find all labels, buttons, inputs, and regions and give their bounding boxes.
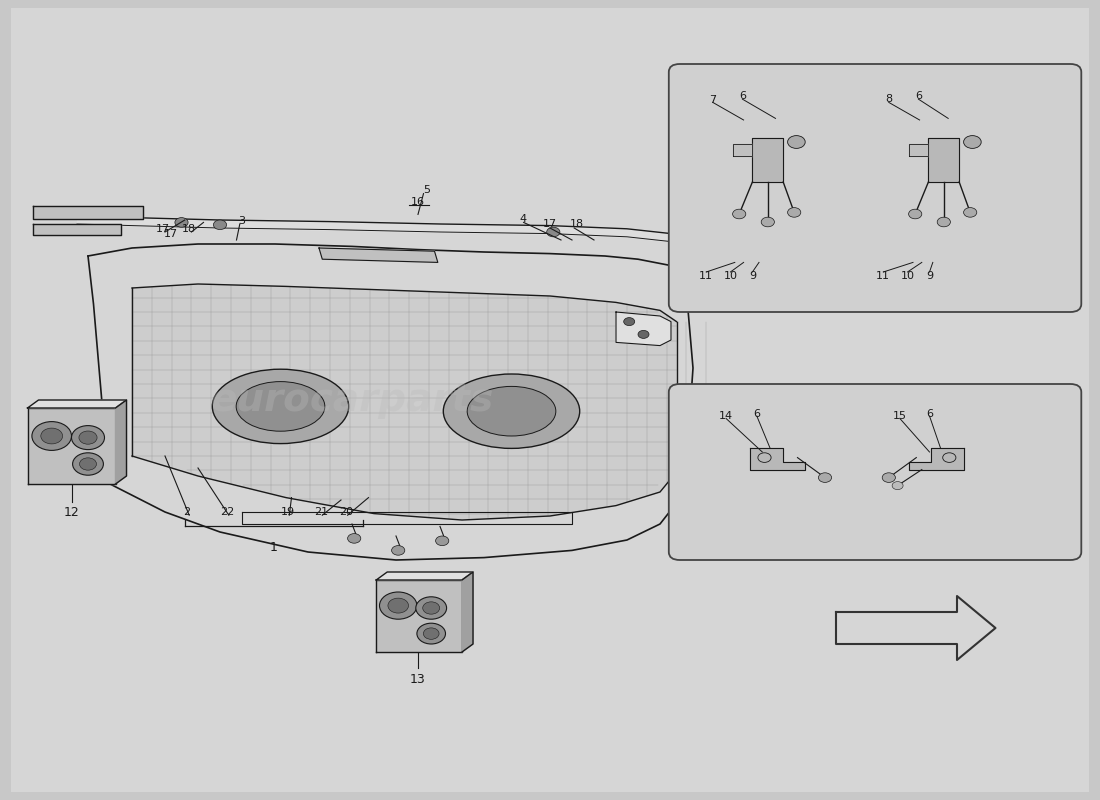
Polygon shape — [28, 400, 126, 408]
Polygon shape — [33, 206, 143, 219]
Circle shape — [379, 592, 417, 619]
Circle shape — [818, 473, 832, 482]
Polygon shape — [132, 284, 676, 520]
Polygon shape — [319, 248, 438, 262]
Polygon shape — [116, 400, 127, 484]
Circle shape — [761, 218, 774, 227]
Polygon shape — [33, 224, 121, 235]
Circle shape — [175, 218, 188, 227]
Polygon shape — [750, 448, 805, 470]
Circle shape — [417, 623, 446, 644]
Polygon shape — [909, 448, 964, 470]
Text: 7: 7 — [710, 95, 716, 105]
Circle shape — [422, 602, 440, 614]
Circle shape — [733, 210, 746, 218]
Polygon shape — [733, 144, 752, 156]
Polygon shape — [616, 312, 671, 346]
Text: 10: 10 — [724, 271, 737, 281]
Circle shape — [909, 210, 922, 218]
Text: 6: 6 — [915, 91, 922, 101]
Text: 14: 14 — [719, 411, 733, 421]
Text: 17: 17 — [164, 230, 177, 239]
Circle shape — [882, 473, 895, 482]
Text: 9: 9 — [749, 271, 756, 281]
Text: eurocarparts: eurocarparts — [210, 381, 494, 419]
Text: 6: 6 — [739, 91, 746, 101]
Circle shape — [964, 207, 977, 217]
Text: 2: 2 — [184, 507, 190, 517]
Polygon shape — [376, 572, 473, 580]
Text: 6: 6 — [926, 409, 933, 418]
Polygon shape — [836, 596, 996, 660]
Circle shape — [788, 207, 801, 217]
Text: 12: 12 — [64, 506, 79, 519]
FancyBboxPatch shape — [669, 384, 1081, 560]
Polygon shape — [909, 144, 928, 156]
Circle shape — [964, 135, 981, 149]
Text: 11: 11 — [700, 271, 713, 281]
Ellipse shape — [443, 374, 580, 448]
Circle shape — [41, 428, 63, 444]
Polygon shape — [376, 580, 462, 652]
Circle shape — [348, 534, 361, 543]
Text: 16: 16 — [411, 197, 425, 206]
Text: 8: 8 — [886, 94, 892, 104]
Text: 20: 20 — [340, 507, 353, 517]
Circle shape — [72, 426, 104, 450]
Text: 6: 6 — [754, 409, 760, 418]
Circle shape — [638, 330, 649, 338]
Text: 9: 9 — [926, 271, 933, 281]
Circle shape — [32, 422, 72, 450]
Text: 17: 17 — [156, 224, 169, 234]
Text: 10: 10 — [901, 271, 914, 281]
Polygon shape — [462, 572, 473, 652]
Circle shape — [392, 546, 405, 555]
Text: 19: 19 — [282, 507, 295, 517]
Text: 15: 15 — [893, 411, 906, 421]
Text: 18: 18 — [183, 224, 196, 234]
Circle shape — [73, 453, 103, 475]
Polygon shape — [752, 138, 783, 182]
Text: 13: 13 — [410, 673, 426, 686]
Text: 21: 21 — [315, 507, 328, 517]
Ellipse shape — [236, 382, 324, 431]
Text: 18: 18 — [570, 219, 583, 229]
Ellipse shape — [468, 386, 556, 436]
Circle shape — [892, 482, 903, 490]
Circle shape — [213, 220, 227, 230]
Circle shape — [436, 536, 449, 546]
Text: 17: 17 — [543, 219, 557, 229]
Circle shape — [416, 597, 447, 619]
Text: 11: 11 — [877, 271, 890, 281]
Circle shape — [424, 628, 439, 639]
Text: 3: 3 — [239, 216, 245, 226]
Ellipse shape — [212, 370, 349, 443]
Circle shape — [547, 227, 560, 237]
Text: 22: 22 — [221, 507, 234, 517]
Polygon shape — [928, 138, 959, 182]
Circle shape — [79, 458, 97, 470]
Circle shape — [937, 218, 950, 227]
FancyBboxPatch shape — [11, 8, 1089, 792]
Text: 5: 5 — [424, 186, 430, 195]
Circle shape — [788, 135, 805, 149]
Polygon shape — [28, 408, 115, 484]
Text: 1: 1 — [270, 541, 278, 554]
Circle shape — [388, 598, 408, 613]
Circle shape — [624, 318, 635, 326]
Text: 4: 4 — [519, 214, 526, 224]
Circle shape — [79, 431, 97, 444]
FancyBboxPatch shape — [669, 64, 1081, 312]
